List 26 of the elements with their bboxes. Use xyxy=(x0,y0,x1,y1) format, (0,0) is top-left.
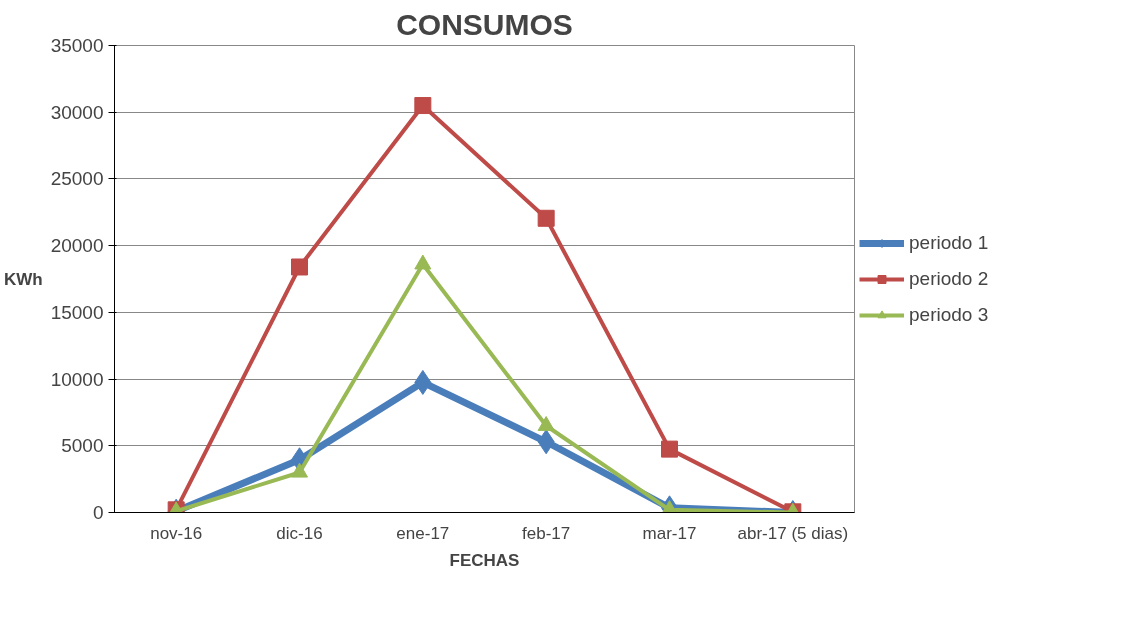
point xyxy=(537,209,555,227)
y-tick-label: 20000 xyxy=(50,235,104,257)
y-tick-label: 35000 xyxy=(50,35,104,56)
legend-label: periodo 2 xyxy=(909,267,989,290)
legend-label: periodo 3 xyxy=(909,303,989,326)
x-tick-label: feb-17 xyxy=(522,523,571,543)
x-tick-label: ene-17 xyxy=(396,523,450,543)
chart-title: CONSUMOS xyxy=(396,7,573,41)
x-axis-title: FECHAS xyxy=(449,550,520,570)
legend-label: periodo 1 xyxy=(909,231,989,254)
point xyxy=(291,462,308,478)
y-tick-label: 0 xyxy=(92,502,104,523)
point xyxy=(291,258,308,276)
y-tick-label: 15000 xyxy=(50,301,104,323)
x-tick-label: nov-16 xyxy=(150,523,203,543)
y-tick-label: 10000 xyxy=(50,368,104,390)
point xyxy=(414,97,432,115)
point xyxy=(414,254,432,270)
point xyxy=(537,416,555,431)
y-tick-label: 25000 xyxy=(50,168,104,190)
x-tick-label: dic-16 xyxy=(276,523,323,543)
x-tick-label: mar-17 xyxy=(642,523,697,543)
y-axis-title: KWh xyxy=(3,269,43,289)
y-tick-label: 5000 xyxy=(61,435,104,457)
y-tick-label: 30000 xyxy=(50,101,104,123)
x-tick-label: abr-17 (5 dias) xyxy=(737,523,849,543)
